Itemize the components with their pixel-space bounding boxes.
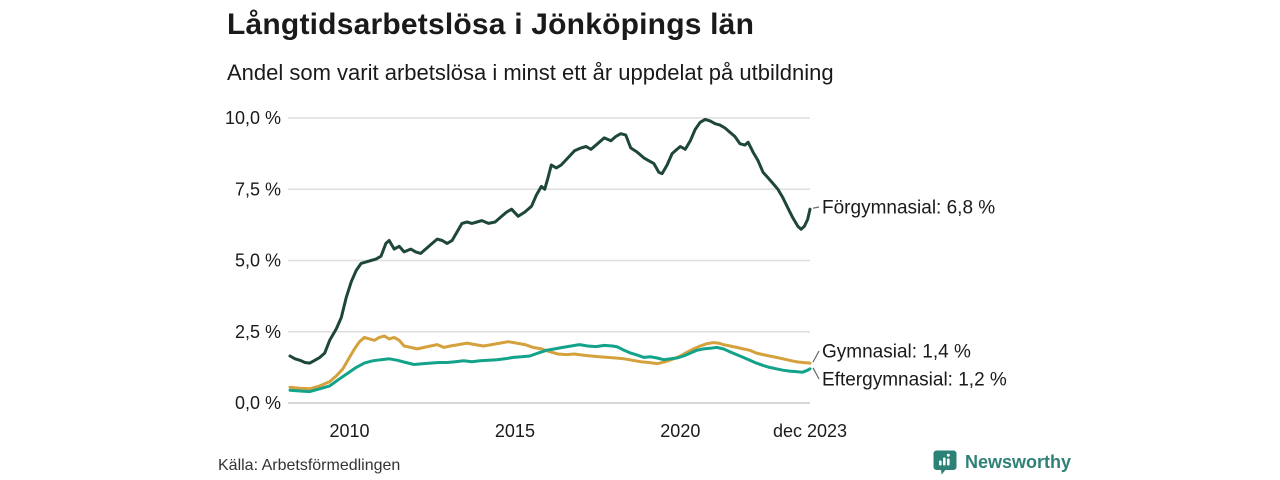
newsworthy-logo-icon xyxy=(933,450,957,475)
source-note: Källa: Arbetsförmedlingen xyxy=(218,457,401,474)
x-axis-tick-label: 2015 xyxy=(495,421,535,441)
newsworthy-brand-link[interactable]: Newsworthy xyxy=(932,449,1071,476)
page-title: Långtidsarbetslösa i Jönköpings län xyxy=(227,8,755,41)
x-axis-tick-label: 2020 xyxy=(660,421,700,441)
series-line-frgymnasial xyxy=(288,117,812,365)
series-end-label-eftergymnasial: Eftergymnasial: 1,2 % xyxy=(822,370,1007,391)
y-axis-tick-label: 7,5 % xyxy=(235,179,281,199)
page-subtitle: Andel som varit arbetslösa i minst ett å… xyxy=(227,60,834,85)
y-axis-tick-label: 2,5 % xyxy=(235,322,281,342)
y-axis-tick-label: 10,0 % xyxy=(225,108,281,128)
annotation-connector xyxy=(812,367,820,380)
y-axis-tick-label: 5,0 % xyxy=(235,251,281,271)
x-axis-tick-label: dec 2023 xyxy=(773,421,847,441)
series-line-eftergymnasial xyxy=(288,343,812,394)
y-axis-tick-label: 0,0 % xyxy=(235,393,281,413)
series-end-label-frgymnasial: Förgymnasial: 6,8 % xyxy=(822,198,995,219)
x-axis-tick-label: 2010 xyxy=(330,421,370,441)
annotation-connector xyxy=(812,206,820,209)
annotation-connector xyxy=(812,350,820,363)
series-end-label-gymnasial: Gymnasial: 1,4 % xyxy=(822,342,971,363)
newsworthy-brand-name: Newsworthy xyxy=(965,452,1072,472)
